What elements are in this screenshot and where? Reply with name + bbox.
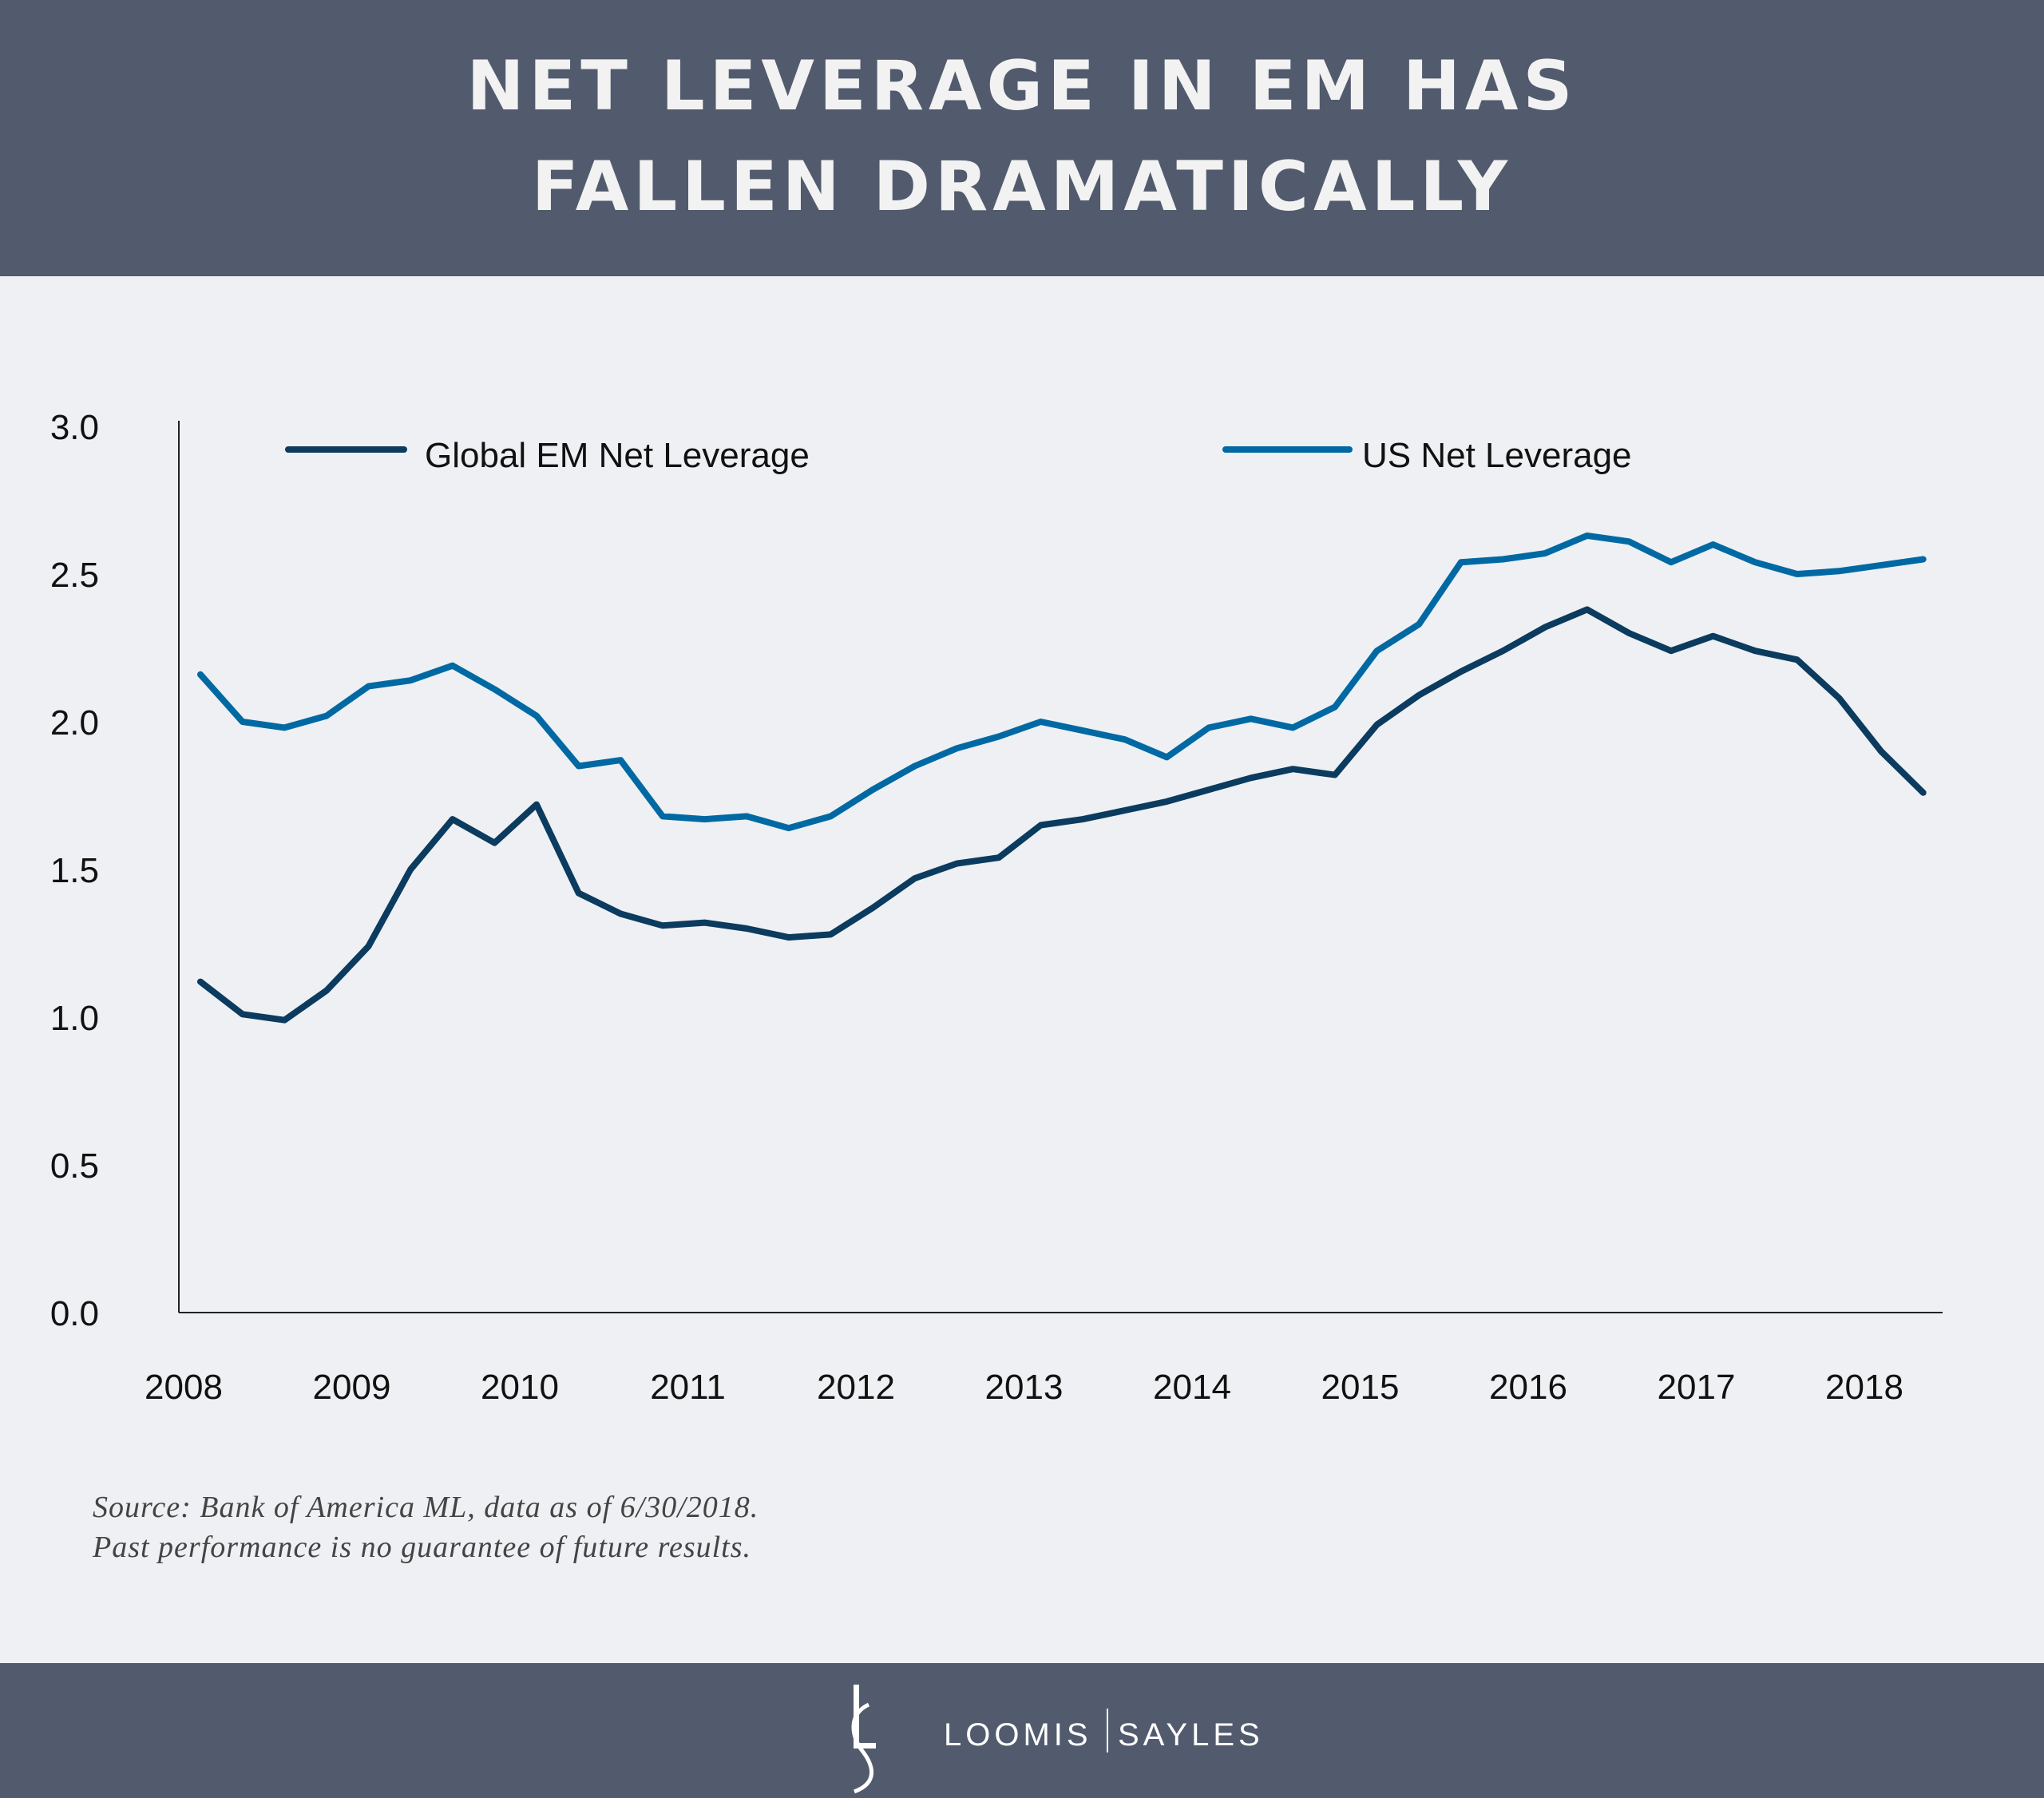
series-line-global-em	[197, 606, 1927, 1024]
x-tick-label: 2010	[481, 1368, 559, 1407]
legend: Global EM Net Leverage US Net Leverage	[285, 436, 1632, 475]
footer-banner: LOOMIS SAYLES	[0, 1663, 2044, 1798]
x-tick-label: 2017	[1658, 1368, 1736, 1407]
logo-s-curve	[851, 1702, 873, 1794]
x-tick-label: 2014	[1153, 1368, 1231, 1407]
legend-label-em: Global EM Net Leverage	[425, 436, 810, 475]
brand-loomis: LOOMIS	[944, 1717, 1092, 1752]
logo-l-foot	[854, 1743, 876, 1748]
y-tick-label: 0.5	[50, 1147, 99, 1186]
x-tick-label: 2015	[1321, 1368, 1400, 1407]
x-tick-label: 2012	[817, 1368, 895, 1407]
y-tick-label: 2.0	[50, 703, 99, 743]
loomis-sayles-logo: LOOMIS SAYLES	[851, 1685, 1264, 1794]
header-banner: NET LEVERAGE IN EM HAS FALLEN DRAMATICAL…	[0, 0, 2044, 276]
x-tick-label: 2013	[985, 1368, 1064, 1407]
brand-sayles: SAYLES	[1118, 1717, 1264, 1752]
y-tick-label: 1.5	[50, 851, 99, 890]
legend-label-us: US Net Leverage	[1362, 436, 1632, 475]
disclaimer-note: Past performance is no guarantee of futu…	[93, 1531, 752, 1564]
x-tick-label: 2008	[145, 1368, 223, 1407]
y-tick-label: 0.0	[50, 1294, 99, 1333]
series-line-us	[197, 532, 1927, 832]
y-tick-label: 3.0	[50, 408, 99, 447]
x-tick-label: 2018	[1825, 1368, 1903, 1407]
y-tick-label: 2.5	[50, 556, 99, 595]
x-tick-label: 2011	[650, 1368, 726, 1407]
x-tick-label: 2009	[313, 1368, 391, 1407]
x-tick-label: 2016	[1489, 1368, 1567, 1407]
y-tick-label: 1.0	[50, 999, 99, 1038]
chart-title-line1: NET LEVERAGE IN EM HAS	[466, 46, 1578, 126]
source-note: Source: Bank of America ML, data as of 6…	[93, 1491, 759, 1524]
chart-title-line2: FALLEN DRAMATICALLY	[531, 147, 1513, 227]
